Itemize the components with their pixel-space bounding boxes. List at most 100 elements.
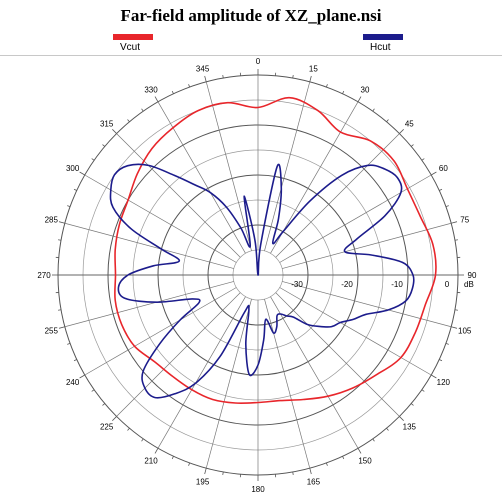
angle-tickmark (451, 221, 458, 224)
angle-tickmark (204, 75, 207, 82)
angle-tickmark (399, 416, 404, 421)
angle-tickmark (204, 468, 207, 475)
radial-tick-label: -10 (391, 280, 403, 289)
angle-tickmark (79, 374, 85, 379)
angle-tickmark (73, 188, 77, 191)
angle-tick-label: 255 (45, 326, 59, 335)
grid-spoke (270, 296, 359, 449)
angle-tickmark (357, 448, 362, 454)
angle-tickmark (292, 471, 294, 475)
radial-tick-label: -30 (291, 280, 303, 289)
angle-tick-label: 300 (66, 164, 80, 173)
legend-label-vcut: Vcut (120, 42, 141, 53)
angle-tickmark (326, 84, 328, 88)
angle-tickmark (67, 205, 71, 207)
angle-tickmark (154, 448, 159, 454)
grid-spoke (275, 292, 400, 417)
angle-tick-label: 225 (100, 422, 114, 431)
angle-tick-label: 195 (196, 478, 210, 487)
grid-spoke (64, 222, 234, 269)
grid-spoke (205, 299, 252, 469)
radial-unit-label: dB (464, 280, 474, 289)
angle-tickmark (342, 456, 345, 460)
angle-tick-label: 135 (403, 422, 417, 431)
angle-tickmark (222, 471, 224, 475)
angle-tickmark (454, 239, 458, 241)
angle-tickmark (171, 90, 174, 94)
angle-tick-label: 270 (37, 271, 51, 280)
angle-tickmark (141, 438, 144, 442)
angle-tickmark (421, 158, 425, 161)
angle-tick-label: 285 (45, 216, 59, 225)
angle-tickmark (439, 359, 443, 362)
grid-spoke (116, 292, 241, 417)
radial-tick-label: -20 (341, 280, 353, 289)
angle-tickmark (410, 403, 414, 406)
angle-tick-label: 315 (100, 120, 114, 129)
angle-tickmark (154, 96, 159, 102)
angle-tick-label: 120 (437, 378, 451, 387)
grid-spoke (279, 174, 432, 263)
legend-label-hcut: Hcut (370, 42, 391, 53)
angle-tickmark (112, 416, 117, 421)
angle-tick-label: 0 (256, 57, 261, 66)
angle-tickmark (188, 462, 190, 466)
grid-spoke (116, 133, 241, 258)
angle-tickmark (309, 468, 312, 475)
angle-tickmark (431, 374, 437, 379)
angle-tickmark (342, 90, 345, 94)
angle-tickmark (439, 188, 443, 191)
series-line-hcut (109, 163, 415, 399)
angle-tickmark (410, 144, 414, 147)
grid-spoke (264, 81, 311, 251)
grid-spoke (157, 101, 246, 254)
legend-swatch-vcut (113, 34, 153, 40)
angle-tick-label: 15 (309, 64, 318, 73)
grid-spoke (264, 299, 311, 469)
angle-tick-label: 105 (458, 326, 472, 335)
angle-tickmark (171, 456, 174, 460)
plot-frame (0, 55, 502, 492)
angle-tickmark (67, 343, 71, 345)
series-line-vcut (114, 96, 437, 404)
angle-tick-label: 30 (361, 86, 370, 95)
grid-spoke (279, 287, 432, 376)
angle-tickmark (421, 389, 425, 392)
angle-tick-label: 180 (251, 485, 265, 492)
angle-tick-label: 240 (66, 378, 80, 387)
angle-tickmark (386, 427, 389, 431)
angle-tick-label: 345 (196, 64, 210, 73)
angle-tickmark (386, 119, 389, 123)
angle-tickmark (372, 108, 375, 112)
angle-tick-label: 150 (358, 456, 372, 465)
angle-tickmark (127, 427, 130, 431)
angle-tickmark (399, 129, 404, 134)
grid-spoke (84, 287, 237, 376)
legend-swatch-hcut (363, 34, 403, 40)
angle-tickmark (451, 326, 458, 329)
grid-spoke (275, 133, 400, 258)
angle-tickmark (91, 158, 95, 161)
angle-tick-label: 330 (144, 86, 158, 95)
grid-spoke (282, 281, 452, 328)
angle-tickmark (58, 239, 62, 241)
angle-tickmark (431, 171, 437, 176)
angle-tick-label: 75 (460, 216, 469, 225)
angle-tickmark (79, 171, 85, 176)
angle-tickmark (372, 438, 375, 442)
angle-tick-label: 90 (468, 271, 477, 280)
angle-tickmark (112, 129, 117, 134)
angle-tickmark (222, 75, 224, 79)
angle-tickmark (102, 403, 106, 406)
angle-tickmark (58, 326, 65, 329)
angle-tickmark (445, 343, 449, 345)
angle-tickmark (188, 84, 190, 88)
angle-tickmark (454, 309, 458, 311)
angle-tick-label: 60 (439, 164, 448, 173)
angle-tick-label: 210 (144, 456, 158, 465)
angle-tickmark (292, 75, 294, 79)
angle-tickmark (58, 221, 65, 224)
angle-tickmark (309, 75, 312, 82)
grid-spoke (282, 222, 452, 269)
